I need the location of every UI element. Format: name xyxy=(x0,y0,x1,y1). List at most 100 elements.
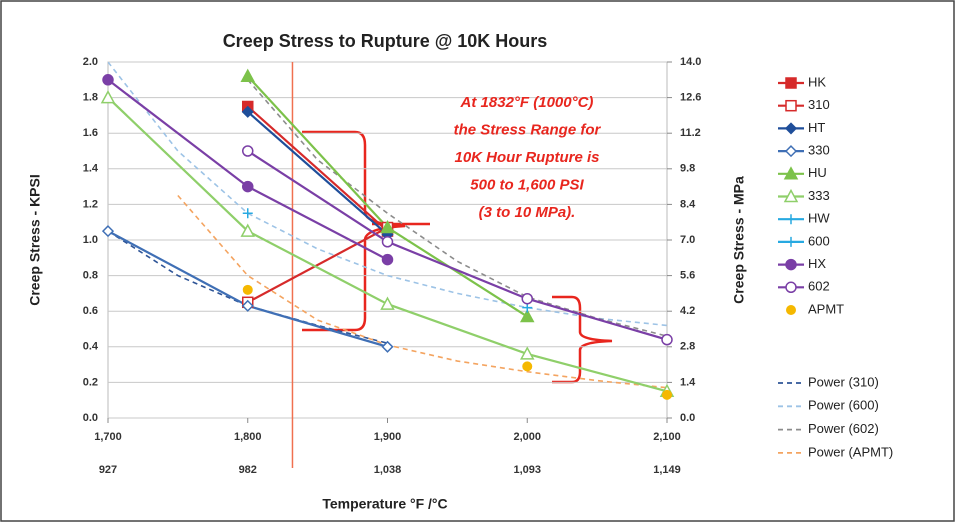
marker xyxy=(242,208,253,219)
marker xyxy=(786,305,796,315)
y2-axis-title: Creep Stress - MPa xyxy=(731,176,747,304)
y2-tick-label: 14.0 xyxy=(680,56,701,68)
y-tick-label: 0.0 xyxy=(83,412,98,424)
legend-label: 600 xyxy=(808,233,830,248)
marker xyxy=(785,77,797,89)
y2-tick-label: 4.2 xyxy=(680,305,695,317)
y2-tick-label: 2.8 xyxy=(680,341,695,353)
marker xyxy=(783,188,799,203)
marker xyxy=(381,340,394,353)
marker xyxy=(522,361,533,372)
marker xyxy=(519,346,535,360)
marker xyxy=(521,292,533,305)
legend-label: Power (APMT) xyxy=(808,444,893,459)
y-tick-label: 1.2 xyxy=(83,198,98,210)
x-axis-title: Temperature °F /°C xyxy=(322,496,447,512)
chart-title: Creep Stress to Rupture @ 10K Hours xyxy=(223,31,548,51)
marker xyxy=(786,214,796,225)
marker xyxy=(381,253,394,266)
series-line xyxy=(247,150,667,341)
marker xyxy=(661,333,673,346)
y-tick-label: 0.8 xyxy=(83,270,98,282)
x2-tick-label: 1,038 xyxy=(374,464,402,476)
legend-label: Power (602) xyxy=(808,421,879,436)
legend-label: HT xyxy=(808,120,825,135)
brace xyxy=(302,130,406,332)
legend-label: Power (600) xyxy=(808,398,879,413)
marker xyxy=(102,74,114,86)
legend-label: 602 xyxy=(808,279,830,294)
legend-label: 330 xyxy=(808,143,830,158)
x-tick-label: 1,900 xyxy=(374,431,402,443)
annotation: At 1832°F (1000°C) xyxy=(460,94,594,111)
legend-label: HU xyxy=(808,165,827,180)
marker xyxy=(381,236,394,248)
y2-tick-label: 7.0 xyxy=(680,234,695,246)
legend-label: APMT xyxy=(808,301,844,316)
legend-label: HW xyxy=(808,211,830,226)
y-tick-label: 1.4 xyxy=(83,163,99,175)
marker xyxy=(241,105,254,118)
series-line xyxy=(247,105,389,232)
legend-label: HK xyxy=(808,74,826,89)
marker xyxy=(240,68,256,82)
marker xyxy=(786,236,796,247)
y2-tick-label: 8.4 xyxy=(680,198,696,210)
y2-tick-label: 1.4 xyxy=(680,376,696,388)
y-tick-label: 1.8 xyxy=(83,92,98,104)
marker xyxy=(662,389,672,400)
y-axis-title: Creep Stress - KPSI xyxy=(27,174,43,306)
annotation: 10K Hour Rupture is xyxy=(454,149,599,166)
x-tick-label: 1,700 xyxy=(94,431,122,443)
y2-tick-label: 5.6 xyxy=(680,270,695,282)
y-tick-label: 0.2 xyxy=(83,376,98,388)
marker xyxy=(240,223,256,237)
legend-label: 310 xyxy=(808,97,830,112)
annotation: the Stress Range for xyxy=(454,121,602,138)
marker xyxy=(242,284,253,295)
marker xyxy=(242,180,254,193)
series-line xyxy=(247,111,389,236)
x2-tick-label: 1,093 xyxy=(513,464,541,476)
trend-line xyxy=(108,62,667,327)
marker xyxy=(241,299,254,312)
series-line xyxy=(247,226,389,304)
y-tick-label: 1.0 xyxy=(83,234,98,246)
x2-tick-label: 927 xyxy=(99,464,117,476)
marker xyxy=(785,99,797,112)
marker xyxy=(101,225,115,238)
marker xyxy=(785,281,797,294)
annotation: (3 to 10 MPa). xyxy=(479,204,576,221)
y2-tick-label: 11.2 xyxy=(680,127,701,139)
legend-label: 333 xyxy=(808,188,830,203)
x-tick-label: 2,000 xyxy=(513,431,541,443)
y-tick-label: 0.6 xyxy=(83,305,98,317)
marker xyxy=(519,308,535,323)
y-tick-label: 1.6 xyxy=(83,127,98,139)
marker xyxy=(783,166,799,180)
x-tick-label: 2,100 xyxy=(653,431,681,443)
trend-line xyxy=(247,79,667,337)
y2-tick-label: 12.6 xyxy=(680,92,701,104)
legend-label: Power (310) xyxy=(808,374,879,389)
y-tick-label: 0.4 xyxy=(83,341,99,353)
marker xyxy=(100,90,116,104)
x2-tick-label: 982 xyxy=(239,464,257,476)
brace xyxy=(552,295,613,384)
trend-line xyxy=(177,194,667,389)
legend-label: HX xyxy=(808,256,826,271)
y2-tick-label: 9.8 xyxy=(680,163,695,175)
marker xyxy=(380,219,395,234)
marker xyxy=(784,145,798,158)
y-tick-label: 2.0 xyxy=(83,56,98,68)
marker xyxy=(784,122,798,135)
marker xyxy=(785,258,797,271)
annotation: 500 to 1,600 PSI xyxy=(470,176,584,193)
marker xyxy=(380,296,395,310)
marker xyxy=(242,145,254,157)
trend-line xyxy=(108,230,388,345)
x2-tick-label: 1,149 xyxy=(653,464,681,476)
x-tick-label: 1,800 xyxy=(234,431,262,443)
y2-tick-label: 0.0 xyxy=(680,412,695,424)
